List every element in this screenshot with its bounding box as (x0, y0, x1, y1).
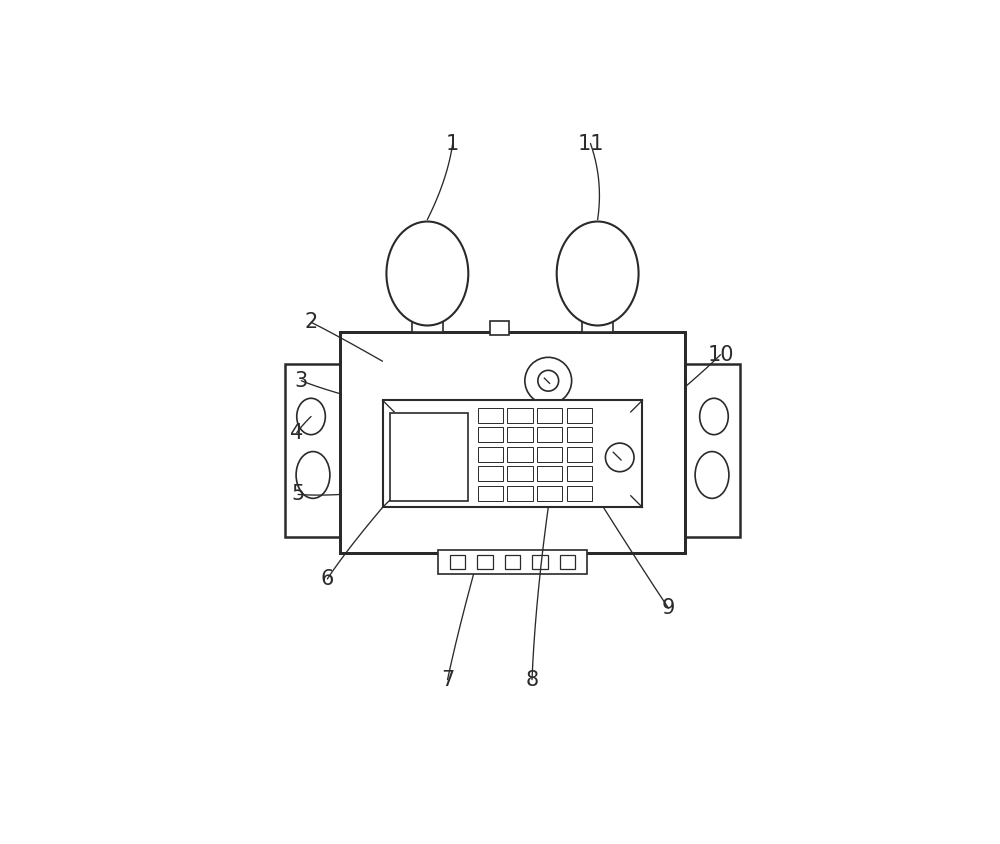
Bar (532, 555, 548, 569)
Bar (478, 485, 503, 500)
Bar (478, 427, 503, 442)
Text: 8: 8 (525, 669, 539, 690)
Bar (478, 446, 503, 462)
Ellipse shape (297, 398, 325, 435)
Bar (537, 446, 562, 462)
Bar (537, 466, 562, 481)
Bar (567, 427, 592, 442)
Text: 6: 6 (321, 569, 334, 589)
Text: 5: 5 (291, 484, 305, 505)
Text: 11: 11 (577, 133, 604, 154)
Bar (340, 332, 685, 553)
Text: 7: 7 (441, 669, 454, 690)
Bar (567, 408, 592, 423)
Ellipse shape (695, 452, 729, 498)
Bar (537, 485, 562, 500)
Ellipse shape (386, 221, 468, 326)
Text: 3: 3 (295, 371, 308, 391)
Bar (507, 485, 533, 500)
Bar (560, 555, 575, 569)
Text: 4: 4 (290, 423, 303, 443)
Bar (490, 321, 509, 335)
Circle shape (538, 371, 559, 391)
Bar (685, 365, 740, 537)
Bar (285, 365, 340, 537)
Text: 10: 10 (707, 344, 734, 365)
Text: 2: 2 (304, 312, 318, 333)
Bar (567, 466, 592, 481)
Bar (438, 549, 587, 575)
Bar (582, 296, 613, 332)
Bar (507, 427, 533, 442)
Bar (505, 555, 520, 569)
Ellipse shape (700, 398, 728, 435)
Bar (390, 414, 468, 501)
Circle shape (605, 443, 634, 472)
Text: 1: 1 (446, 133, 459, 154)
Bar (567, 485, 592, 500)
Bar (383, 400, 642, 507)
Bar (412, 296, 443, 332)
Bar (450, 555, 465, 569)
Bar (537, 427, 562, 442)
Bar (507, 466, 533, 481)
Bar (537, 408, 562, 423)
Ellipse shape (557, 221, 639, 326)
Bar (507, 408, 533, 423)
Circle shape (525, 357, 572, 404)
Bar (507, 446, 533, 462)
Bar (567, 446, 592, 462)
Bar (478, 408, 503, 423)
Bar (478, 466, 503, 481)
Bar (477, 555, 493, 569)
Text: 9: 9 (662, 598, 675, 618)
Ellipse shape (296, 452, 330, 498)
